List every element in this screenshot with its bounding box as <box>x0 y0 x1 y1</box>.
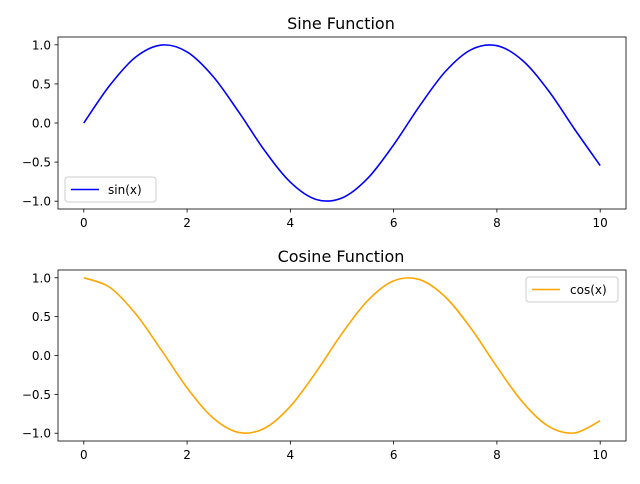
cosine-lines <box>83 277 601 434</box>
cosine-subplot: Cosine Function 0 2 4 6 8 10 −1.0 −0.5 0.0 0.5 1.… <box>22 247 627 462</box>
cosine-y-tick-label: 1.0 <box>32 271 51 285</box>
sine-x-tick-label: 10 <box>593 216 608 230</box>
sine-legend-label: sin(x) <box>108 183 142 197</box>
sine-x-tick-label: 0 <box>80 216 88 230</box>
sine-legend: sin(x) <box>64 176 157 203</box>
cosine-x-tick-label: 0 <box>80 448 88 462</box>
cosine-y-tick-label: −0.5 <box>22 388 51 402</box>
sine-subplot: Sine Function 0 2 4 6 8 10 −1.0−0.50.00.51.0 … <box>22 14 627 230</box>
sine-title: Sine Function <box>287 14 395 33</box>
sine-y-ticks: −1.0 −0.5 0.0 0.5 1.0 <box>22 38 58 209</box>
cosine-legend-label: cos(x) <box>570 283 607 297</box>
cosine-x-tick-label: 4 <box>287 448 295 462</box>
cosine-y-tick-label: 0.5 <box>32 310 51 324</box>
sine-y-tick-label: −1.0 <box>22 195 51 209</box>
sine-series-line <box>83 44 601 202</box>
sine-lines <box>83 44 601 202</box>
cosine-y-tick-label: 0.0 <box>32 349 51 363</box>
sine-x-tick-label: 8 <box>493 216 501 230</box>
cosine-x-tick-label: 6 <box>390 448 398 462</box>
sine-x-ticks: 0 2 4 6 8 10 <box>80 209 608 230</box>
cosine-x-tick-label: 8 <box>493 448 501 462</box>
sine-x-tick-label: 4 <box>287 216 295 230</box>
sine-x-tick-label: 6 <box>390 216 398 230</box>
cosine-y-ticks: −1.0 −0.5 0.0 0.5 1.0 <box>22 271 58 441</box>
sine-legend-box <box>64 176 157 203</box>
sine-y-tick-label: 0.5 <box>32 77 51 91</box>
cosine-title: Cosine Function <box>278 247 405 266</box>
sine-y-tick-label: −0.5 <box>22 156 51 170</box>
sine-y-tick-label: 1.0 <box>32 38 51 52</box>
cosine-series-line <box>83 277 601 434</box>
cosine-x-ticks: 0 2 4 6 8 10 <box>80 441 608 462</box>
cosine-legend: cos(x) <box>525 276 619 303</box>
cosine-legend-box <box>525 276 619 303</box>
sine-y-tick-label: 0.0 <box>32 117 51 131</box>
cosine-y-tick-label: −1.0 <box>22 427 51 441</box>
sine-x-tick-label: 2 <box>183 216 191 230</box>
cosine-x-tick-label: 10 <box>593 448 608 462</box>
cosine-x-tick-label: 2 <box>183 448 191 462</box>
